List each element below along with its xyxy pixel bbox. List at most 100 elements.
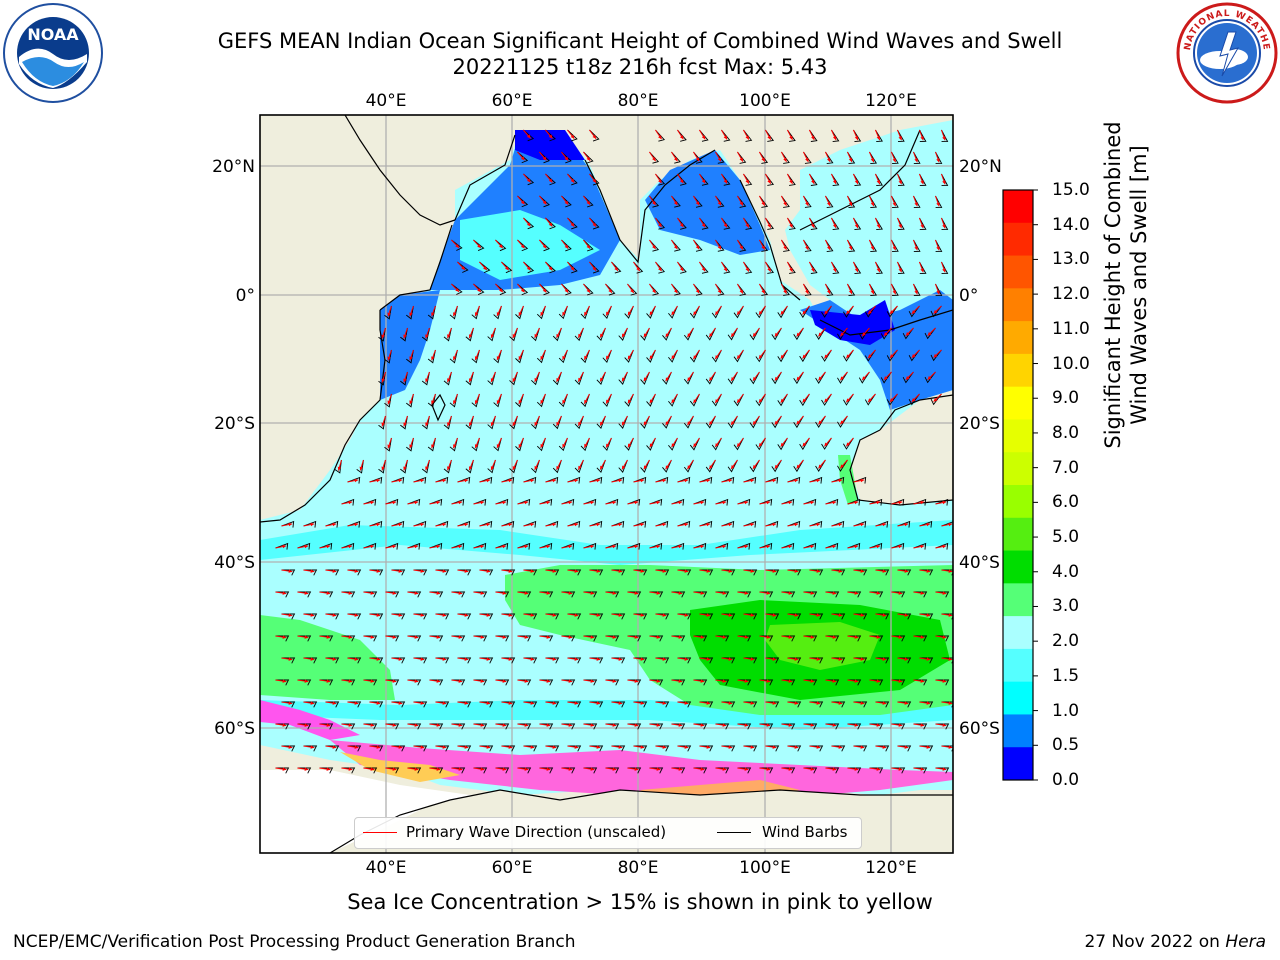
colorbar-swatch [1003, 616, 1033, 650]
wave-arrow-head [758, 398, 763, 403]
wave-arrow-head [789, 267, 793, 272]
wave-arrow-head [723, 179, 728, 184]
wind-barb [596, 371, 606, 386]
wind-barb [443, 327, 452, 342]
wave-arrow-head [524, 544, 529, 549]
wave-arrow-head [816, 522, 821, 527]
wind-barb [821, 349, 832, 362]
wind-barb [495, 591, 510, 598]
wind-barb [319, 542, 333, 550]
wave-arrow-head [673, 157, 678, 162]
wave-arrow-head [596, 478, 601, 483]
wave-arrow-head [442, 701, 447, 705]
wave-arrow-head [282, 635, 287, 639]
wave-arrow-head [715, 399, 719, 404]
wave-arrow-head [870, 290, 875, 295]
wave-arrow-head [905, 376, 910, 380]
wind-barb [624, 349, 634, 363]
wave-arrow-head [882, 613, 887, 617]
wave-arrow-head [789, 135, 793, 140]
wind-barb [605, 635, 620, 642]
wind-barb [627, 283, 638, 296]
wave-arrow-head [568, 544, 573, 549]
wave-arrow-head [810, 723, 815, 727]
wind-barb [384, 305, 392, 320]
wave-arrow-head [640, 613, 645, 617]
wind-barb [913, 723, 928, 730]
wave-arrow-head [556, 465, 560, 470]
wave-arrow-head [552, 657, 557, 661]
wave-arrow-head [310, 701, 315, 705]
wind-barb [385, 591, 400, 598]
wave-arrow-head [468, 334, 473, 339]
wave-arrow-head [612, 544, 617, 549]
wind-barb [875, 657, 890, 664]
wave-arrow-head [658, 267, 662, 272]
wind-barb [493, 437, 502, 452]
wave-arrow-head [728, 701, 733, 705]
wind-barb [400, 371, 408, 386]
wind-barb [429, 591, 444, 598]
wind-barb [561, 635, 576, 642]
wind-barb [605, 679, 620, 686]
wave-arrow-head [898, 635, 903, 639]
wave-arrow-head [876, 591, 881, 595]
wave-arrow-head [794, 745, 799, 749]
wind-barb [699, 520, 713, 528]
wave-arrow-head [409, 312, 413, 317]
wind-barb [303, 569, 318, 576]
wind-barb [281, 613, 296, 620]
wave-arrow-head [811, 179, 815, 184]
wave-arrow-head [618, 522, 623, 527]
wave-arrow-head [652, 157, 656, 162]
wave-arrow-head [876, 268, 880, 273]
wind-barb [711, 349, 722, 363]
colorbar-swatch [1003, 190, 1033, 224]
wave-arrow-head [678, 723, 683, 727]
wind-barb [787, 520, 801, 528]
wind-barb [421, 459, 430, 474]
wave-arrow-head [802, 442, 807, 447]
wind-barb [561, 283, 572, 296]
wave-arrow-head [640, 522, 645, 527]
wave-arrow-head [948, 569, 953, 573]
wave-arrow-head [826, 201, 831, 206]
wind-barb [668, 305, 678, 319]
wave-arrow-head [898, 180, 902, 185]
noaa-logo-icon: NOAA [3, 3, 103, 103]
wind-barb [886, 349, 898, 362]
wave-arrow-head [370, 767, 375, 771]
wind-barb [765, 613, 780, 620]
wind-barb [743, 173, 753, 186]
wave-arrow-head [889, 398, 894, 402]
wind-barb [781, 723, 796, 730]
wave-arrow-head [387, 444, 391, 449]
wind-barb [605, 767, 620, 774]
wave-arrow-head [496, 400, 501, 405]
wind-barb [479, 657, 494, 664]
wave-arrow-head [948, 522, 953, 527]
wind-barb [721, 657, 736, 664]
wave-arrow-head [700, 591, 705, 595]
wind-barb [743, 613, 758, 620]
wave-arrow-head [376, 745, 381, 749]
wave-arrow-head [627, 399, 632, 404]
wave-arrow-head [936, 158, 940, 163]
wind-barb [429, 679, 444, 686]
wave-arrow-head [766, 723, 771, 727]
wave-arrow-head [442, 613, 447, 617]
wave-arrow-head [920, 268, 924, 273]
wind-barb [583, 723, 598, 730]
footer-date: 27 Nov 2022 on Hera [1084, 932, 1266, 952]
wave-arrow-head [436, 544, 441, 549]
wind-barb [737, 151, 747, 164]
wind-barb [523, 569, 538, 576]
wave-arrow-head [392, 723, 397, 727]
wave-arrow-head [420, 569, 425, 573]
wind-barb [479, 701, 494, 708]
wave-arrow-head [480, 679, 485, 683]
wave-arrow-head [728, 613, 733, 617]
wave-arrow-head [590, 767, 595, 771]
wind-barb [727, 415, 738, 429]
wind-barb [875, 745, 890, 752]
